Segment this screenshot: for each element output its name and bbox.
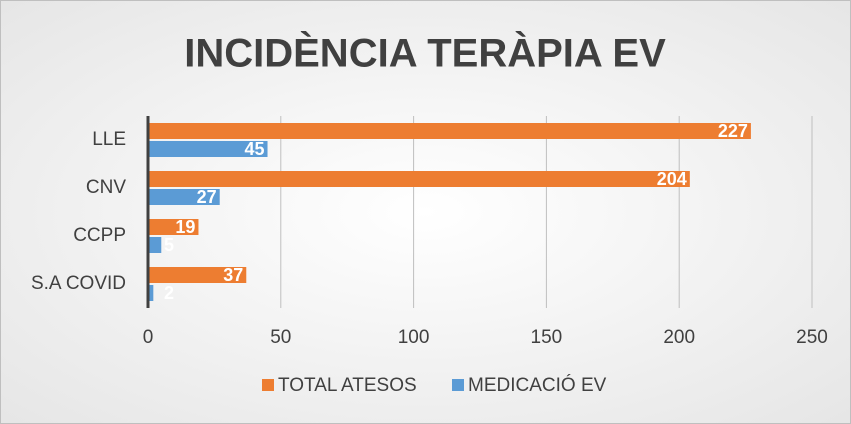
- legend-label: TOTAL ATESOS: [278, 375, 417, 396]
- bar: [148, 219, 199, 235]
- data-label: 5: [164, 235, 174, 255]
- bar: [148, 123, 751, 139]
- legend-swatch: [452, 379, 464, 391]
- data-label: 2: [164, 283, 174, 303]
- data-label: 19: [175, 217, 195, 237]
- data-label: 227: [718, 121, 748, 141]
- y-tick-label: S.A COVID: [31, 273, 126, 294]
- legend-label: MEDICACIÓ EV: [468, 374, 607, 396]
- chart-title: INCIDÈNCIA TERÀPIA EV: [184, 31, 666, 76]
- data-label: 204: [657, 169, 687, 189]
- x-tick-label: 150: [531, 327, 563, 348]
- bar: [148, 285, 154, 301]
- bar: [148, 189, 220, 205]
- y-tick-label: CCPP: [73, 225, 126, 246]
- y-tick-label: LLE: [92, 129, 126, 150]
- bar: [148, 171, 690, 187]
- bar: [148, 267, 247, 283]
- x-tick-label: 0: [143, 327, 154, 348]
- legend-swatch: [262, 379, 274, 391]
- y-tick-label: CNV: [86, 177, 126, 198]
- x-tick-label: 100: [398, 327, 430, 348]
- x-tick-label: 250: [796, 327, 828, 348]
- x-tick-label: 200: [663, 327, 695, 348]
- data-label: 27: [197, 187, 217, 207]
- data-label: 37: [223, 265, 243, 285]
- data-label: 45: [244, 139, 264, 159]
- bar: [148, 237, 162, 253]
- x-tick-label: 50: [270, 327, 291, 348]
- bar: [148, 141, 268, 157]
